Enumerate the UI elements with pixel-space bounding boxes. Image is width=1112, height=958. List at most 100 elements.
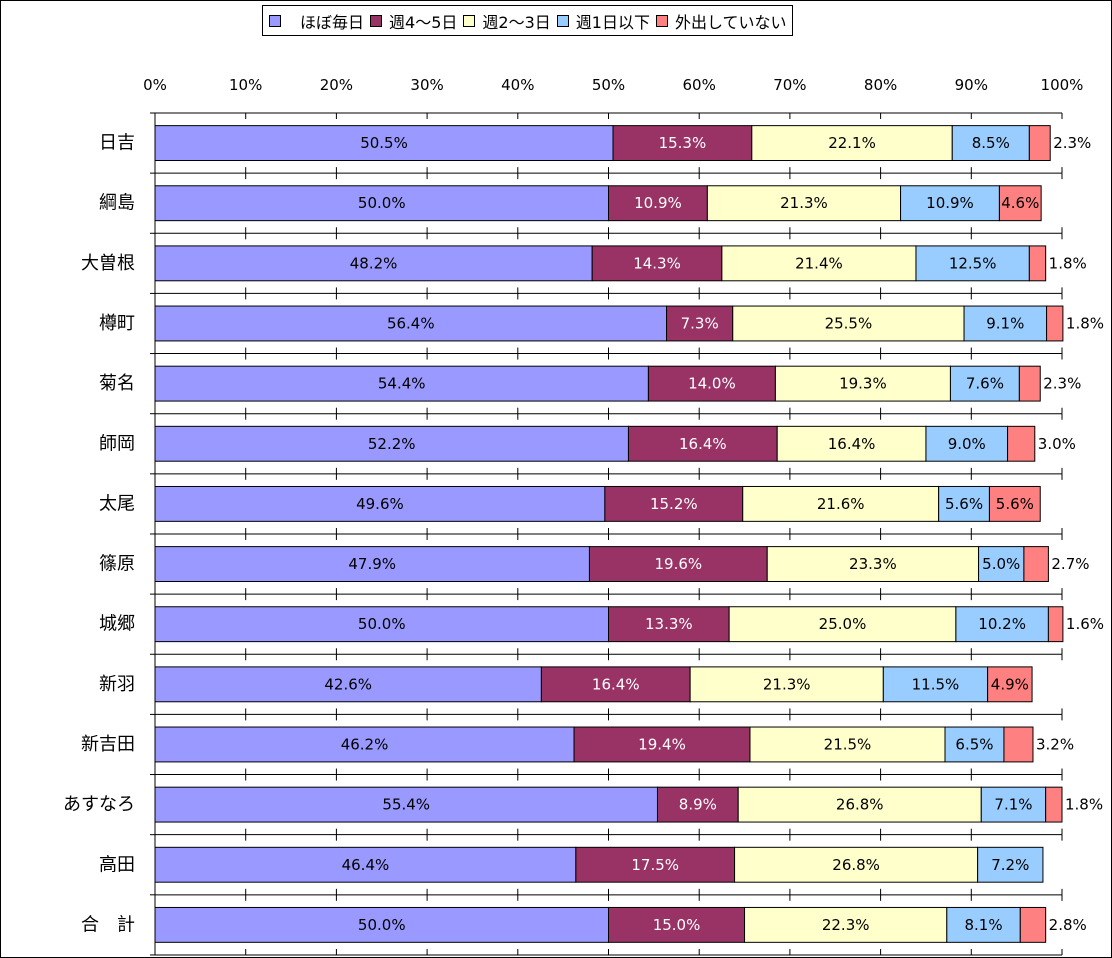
data-label: 7.3% xyxy=(681,314,719,332)
data-label: 3.2% xyxy=(1036,735,1074,753)
data-label: 2.3% xyxy=(1053,134,1091,152)
legend-swatch-4-5-days xyxy=(370,14,383,27)
data-label: 54.4% xyxy=(378,375,426,393)
data-label: 6.5% xyxy=(955,735,993,753)
data-label: 42.6% xyxy=(324,675,372,693)
data-label: 5.6% xyxy=(996,495,1034,513)
bar-segment xyxy=(154,606,609,643)
bar-segment xyxy=(980,786,1047,823)
data-label: 17.5% xyxy=(631,856,679,874)
bar-segment xyxy=(154,245,593,282)
data-label: 19.3% xyxy=(839,375,887,393)
bar-segment xyxy=(987,666,1033,703)
category-label: 新羽 xyxy=(99,674,135,695)
bar-segment xyxy=(1023,546,1049,582)
legend-swatch-1-day-or-less xyxy=(556,14,569,27)
bar-segment xyxy=(573,726,751,763)
bar-segment xyxy=(900,185,1000,222)
data-label: 15.3% xyxy=(659,134,707,152)
data-label: 9.1% xyxy=(986,314,1024,332)
bar-segment xyxy=(154,125,614,162)
bar-segment xyxy=(1045,786,1063,823)
bar-segment xyxy=(737,786,982,823)
bar-segment xyxy=(1047,606,1064,643)
category-label: 菊名 xyxy=(99,373,135,394)
bar-segment xyxy=(1003,726,1034,763)
bar-segment xyxy=(154,786,658,823)
x-tick-label: 100% xyxy=(1041,76,1084,94)
legend-swatch-not-going-out xyxy=(655,14,668,27)
data-label: 22.3% xyxy=(822,916,870,934)
bar-segment xyxy=(689,666,884,703)
data-label: 1.6% xyxy=(1066,615,1104,633)
category-label: 太尾 xyxy=(99,493,135,514)
bar-segment xyxy=(540,666,691,703)
data-label: 8.5% xyxy=(972,134,1010,152)
bar-segment xyxy=(776,425,927,462)
bar-segment xyxy=(154,726,575,763)
data-label: 26.8% xyxy=(832,856,880,874)
bar-segment xyxy=(588,546,768,582)
bar-segment xyxy=(154,365,649,402)
legend-item-not-going-out: 外出していない xyxy=(655,9,786,33)
bar-segment xyxy=(998,185,1042,222)
data-label: 48.2% xyxy=(350,254,398,272)
bar-segment xyxy=(882,666,989,703)
data-label: 23.3% xyxy=(849,555,897,573)
bar-segment xyxy=(951,125,1030,162)
x-tick-label: 60% xyxy=(683,76,716,94)
bar-segment xyxy=(1046,305,1064,342)
data-label: 19.4% xyxy=(638,735,686,753)
legend-item-1-day-or-less: 週1日以下 xyxy=(556,9,650,33)
bar-segment xyxy=(154,906,609,943)
bar-segment xyxy=(647,365,776,402)
data-label: 52.2% xyxy=(368,435,416,453)
bar-segment xyxy=(656,786,739,823)
bar-segment xyxy=(1028,125,1051,162)
data-label: 21.3% xyxy=(780,194,828,212)
legend-label-daily: ほぼ毎日 xyxy=(300,12,365,32)
x-tick-label: 90% xyxy=(955,76,988,94)
bar-segment xyxy=(721,245,917,282)
bar-segment xyxy=(575,846,736,883)
legend-label-4-5-days: 週4～5日 xyxy=(389,12,458,32)
category-label: あすなろ xyxy=(63,794,135,815)
x-tick-label: 30% xyxy=(410,76,443,94)
data-label: 10.2% xyxy=(978,615,1026,633)
data-label: 16.4% xyxy=(592,675,640,693)
data-label: 2.8% xyxy=(1049,916,1087,934)
data-label: 50.0% xyxy=(358,194,406,212)
data-label: 25.0% xyxy=(819,615,867,633)
data-label: 4.6% xyxy=(1001,194,1039,212)
bar-segment xyxy=(608,606,730,643)
legend: ほぼ毎日 週4～5日 週2～3日 週1日以下 外出していない xyxy=(262,5,794,36)
bar-segment xyxy=(766,546,980,582)
data-label: 11.5% xyxy=(912,675,960,693)
data-label: 1.8% xyxy=(1066,314,1104,332)
data-label: 25.5% xyxy=(825,314,873,332)
data-label: 49.6% xyxy=(356,495,404,513)
data-label: 26.8% xyxy=(836,796,884,814)
x-tick-label: 40% xyxy=(501,76,534,94)
data-label: 22.1% xyxy=(828,134,876,152)
bar-segment xyxy=(734,846,979,883)
data-label: 46.2% xyxy=(341,735,389,753)
bar-segment xyxy=(154,425,629,462)
data-label: 16.4% xyxy=(679,435,727,453)
bar-segment xyxy=(604,485,744,522)
x-tick-label: 70% xyxy=(773,76,806,94)
data-label: 47.9% xyxy=(348,555,396,573)
bar-segment xyxy=(944,726,1005,763)
legend-swatch-daily xyxy=(269,14,281,27)
data-label: 50.0% xyxy=(358,615,406,633)
x-tick-label: 80% xyxy=(864,76,897,94)
category-label: 師岡 xyxy=(99,433,135,454)
legend-item-4-5-days: 週4～5日 xyxy=(370,9,457,33)
category-label: 城郷 xyxy=(99,614,135,635)
data-label: 7.6% xyxy=(966,375,1004,393)
data-label: 55.4% xyxy=(382,796,430,814)
data-label: 9.0% xyxy=(948,435,986,453)
category-label: 樽町 xyxy=(99,313,135,334)
legend-item-2-3-days: 週2～3日 xyxy=(463,9,551,33)
